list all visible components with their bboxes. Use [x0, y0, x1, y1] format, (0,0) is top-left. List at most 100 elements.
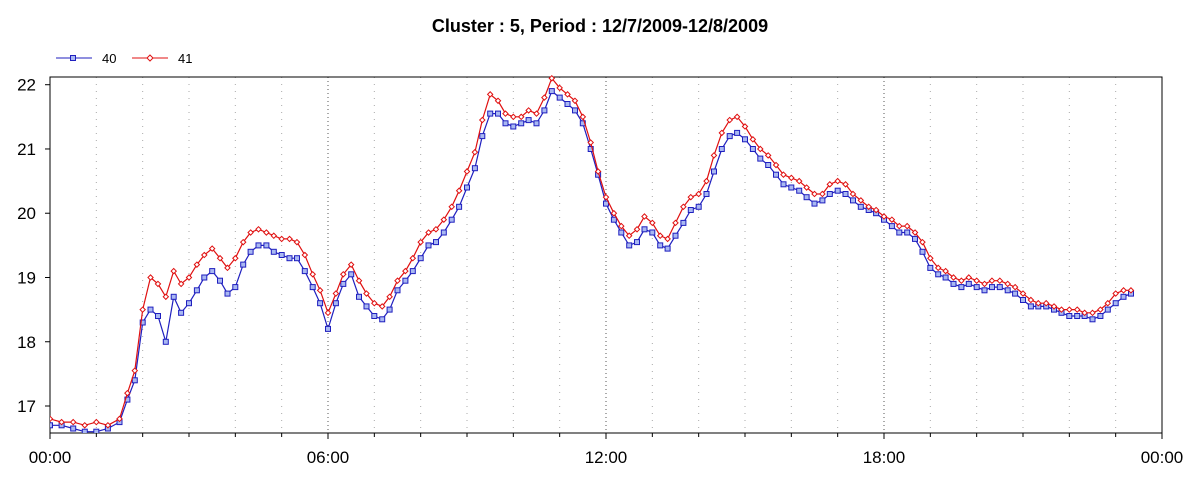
data-point-40 [1027, 303, 1034, 310]
data-point-40 [680, 219, 687, 226]
data-point-40 [1020, 297, 1026, 303]
x-axis: 00:00 06:00 12:00 18:00 00:00 [29, 433, 1183, 467]
data-point-40 [479, 133, 486, 140]
data-point-41 [463, 168, 471, 175]
data-point-41 [826, 181, 834, 188]
data-point-41 [656, 232, 664, 240]
data-point-41 [270, 232, 278, 240]
data-point-41 [865, 203, 873, 211]
data-point-41 [687, 193, 695, 201]
data-point-40 [649, 229, 656, 236]
data-point-40 [1104, 306, 1111, 313]
data-point-41 [541, 94, 548, 101]
data-point-40 [548, 88, 555, 95]
data-point-41 [1066, 306, 1073, 313]
data-point-41 [208, 245, 216, 252]
legend: 40 41 [56, 51, 192, 66]
data-point-41 [486, 91, 494, 98]
data-point-41 [116, 415, 123, 423]
data-point-41 [741, 123, 749, 130]
data-point-40 [263, 242, 270, 249]
data-point-41 [564, 91, 571, 98]
data-point-41 [1104, 299, 1112, 307]
data-point-40 [363, 303, 370, 310]
data-point-41 [965, 274, 973, 281]
data-point-40 [973, 284, 980, 291]
data-point-40 [278, 252, 285, 258]
data-point-41 [139, 306, 146, 313]
data-point-41 [556, 84, 563, 92]
data-point-41 [301, 251, 309, 259]
legend-marker-41 [146, 54, 154, 62]
data-point-40 [325, 325, 331, 332]
data-point-40 [533, 120, 540, 127]
data-point-41 [533, 110, 540, 117]
data-point-41 [263, 229, 270, 236]
data-point-41 [803, 184, 810, 191]
data-point-41 [788, 174, 795, 182]
data-point-41 [857, 197, 865, 204]
x-tick-label: 18:00 [863, 448, 906, 467]
data-point-40 [742, 136, 748, 143]
data-point-41 [417, 238, 424, 246]
grid-lines [95, 77, 1117, 433]
x-tick-label: 06:00 [307, 448, 350, 467]
data-point-41 [58, 418, 65, 426]
data-point-41 [363, 290, 370, 297]
data-point-41 [448, 203, 456, 211]
series-layer [50, 74, 1135, 433]
data-point-41 [332, 290, 340, 297]
data-point-41 [571, 97, 579, 105]
data-point-41 [316, 287, 324, 294]
y-axis: 17 18 19 20 21 22 [17, 76, 50, 416]
data-point-40 [788, 184, 795, 191]
data-point-40 [147, 306, 154, 313]
data-point-40 [464, 184, 470, 191]
data-point-40 [518, 120, 525, 127]
data-point-40 [572, 107, 578, 114]
data-point-41 [834, 177, 841, 185]
data-point-40 [757, 155, 764, 162]
data-point-41 [695, 190, 702, 198]
data-point-40 [618, 229, 625, 236]
data-point-41 [934, 264, 942, 272]
data-point-41 [432, 225, 440, 233]
data-point-40 [301, 268, 308, 275]
data-point-40 [409, 268, 416, 275]
data-point-40 [433, 239, 439, 246]
data-point-41 [772, 161, 780, 169]
data-point-40 [811, 200, 818, 207]
data-point-41 [478, 116, 486, 124]
data-point-41 [239, 238, 247, 246]
data-point-40 [286, 255, 293, 262]
data-point-40 [1112, 300, 1119, 307]
data-point-40 [965, 280, 972, 287]
data-point-41 [494, 97, 502, 105]
legend-label-40: 40 [102, 51, 116, 66]
data-point-40 [487, 110, 494, 117]
data-point-41 [649, 219, 656, 227]
data-point-41 [147, 274, 154, 281]
data-point-41 [471, 148, 479, 156]
data-point-41 [293, 238, 301, 246]
data-point-40 [81, 428, 88, 433]
series-41 [50, 74, 1135, 429]
data-point-41 [587, 139, 595, 146]
data-point-41 [625, 232, 633, 240]
data-point-41 [880, 213, 888, 220]
data-point-40 [348, 271, 355, 278]
data-point-40 [495, 110, 501, 117]
data-point-40 [394, 287, 401, 294]
data-point-40 [826, 191, 833, 197]
data-point-40 [131, 377, 138, 384]
data-point-40 [726, 133, 733, 140]
chart-title: Cluster : 5, Period : 12/7/2009-12/8/200… [432, 16, 768, 36]
legend-marker-40 [70, 55, 76, 61]
data-point-40 [309, 284, 316, 291]
data-point-40 [193, 287, 200, 294]
data-point-41 [255, 225, 262, 233]
data-point-41 [402, 267, 409, 275]
data-point-40 [626, 242, 633, 249]
y-tick-label: 17 [17, 397, 36, 416]
data-point-41 [154, 280, 162, 288]
